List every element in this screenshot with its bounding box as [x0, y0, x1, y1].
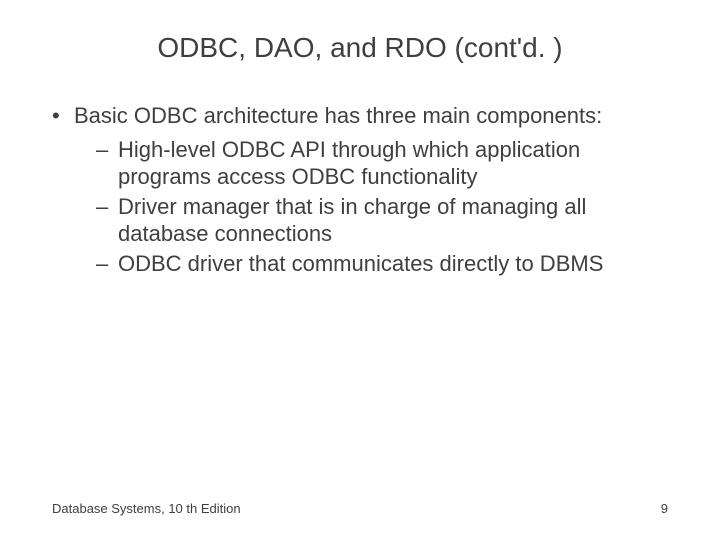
bullet-text: Basic ODBC architecture has three main c… — [74, 102, 668, 130]
bullet-marker: – — [96, 250, 118, 278]
bullet-level2: – ODBC driver that communicates directly… — [96, 250, 668, 278]
bullet-text: High-level ODBC API through which applic… — [118, 136, 668, 191]
bullet-level2: – High-level ODBC API through which appl… — [96, 136, 668, 191]
slide-title: ODBC, DAO, and RDO (cont'd. ) — [0, 0, 720, 84]
bullet-level1: • Basic ODBC architecture has three main… — [52, 102, 668, 130]
slide-body: • Basic ODBC architecture has three main… — [0, 84, 720, 277]
footer-page-number: 9 — [661, 501, 668, 516]
bullet-marker: • — [52, 102, 74, 130]
slide: ODBC, DAO, and RDO (cont'd. ) • Basic OD… — [0, 0, 720, 540]
footer-left: Database Systems, 10 th Edition — [52, 501, 241, 516]
bullet-level2: – Driver manager that is in charge of ma… — [96, 193, 668, 248]
bullet-text: Driver manager that is in charge of mana… — [118, 193, 668, 248]
bullet-text: ODBC driver that communicates directly t… — [118, 250, 668, 278]
slide-footer: Database Systems, 10 th Edition 9 — [52, 501, 668, 516]
bullet-marker: – — [96, 193, 118, 248]
sub-bullet-list: – High-level ODBC API through which appl… — [52, 136, 668, 278]
bullet-marker: – — [96, 136, 118, 191]
